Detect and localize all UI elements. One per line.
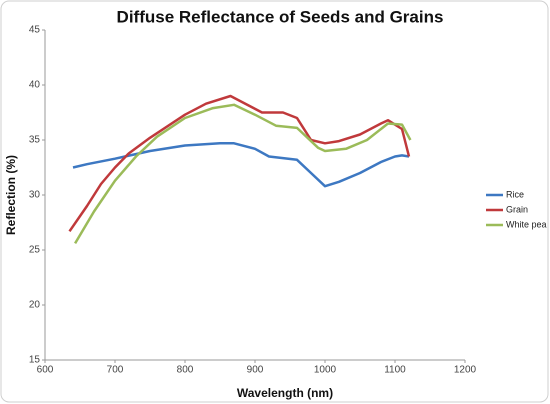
- series-line: [74, 103, 412, 245]
- x-tick-label: 1200: [454, 365, 477, 376]
- legend-label: Grain: [506, 204, 528, 214]
- y-tick-label: 20: [29, 300, 41, 311]
- x-tick-label: 800: [177, 365, 194, 376]
- series-line: [72, 142, 410, 188]
- y-tick-label: 15: [29, 355, 41, 366]
- y-tick-label: 45: [29, 25, 41, 36]
- legend-label: White pea: [506, 219, 547, 229]
- x-axis-title: Wavelength (nm): [237, 386, 333, 400]
- x-tick-label: 600: [37, 365, 54, 376]
- legend-label: Rice: [506, 189, 524, 199]
- y-tick-label: 40: [29, 80, 41, 91]
- y-tick-label: 25: [29, 245, 41, 256]
- y-axis-title: Reflection (%): [4, 155, 18, 235]
- x-tick-label: 1100: [384, 365, 406, 376]
- series-line: [68, 94, 411, 233]
- y-tick-label: 35: [29, 135, 41, 146]
- y-tick-label: 30: [29, 190, 41, 201]
- x-tick-label: 900: [247, 365, 264, 376]
- x-tick-label: 1000: [314, 365, 337, 376]
- chart-title: Diffuse Reflectance of Seeds and Grains: [117, 7, 444, 26]
- x-tick-label: 700: [107, 365, 124, 376]
